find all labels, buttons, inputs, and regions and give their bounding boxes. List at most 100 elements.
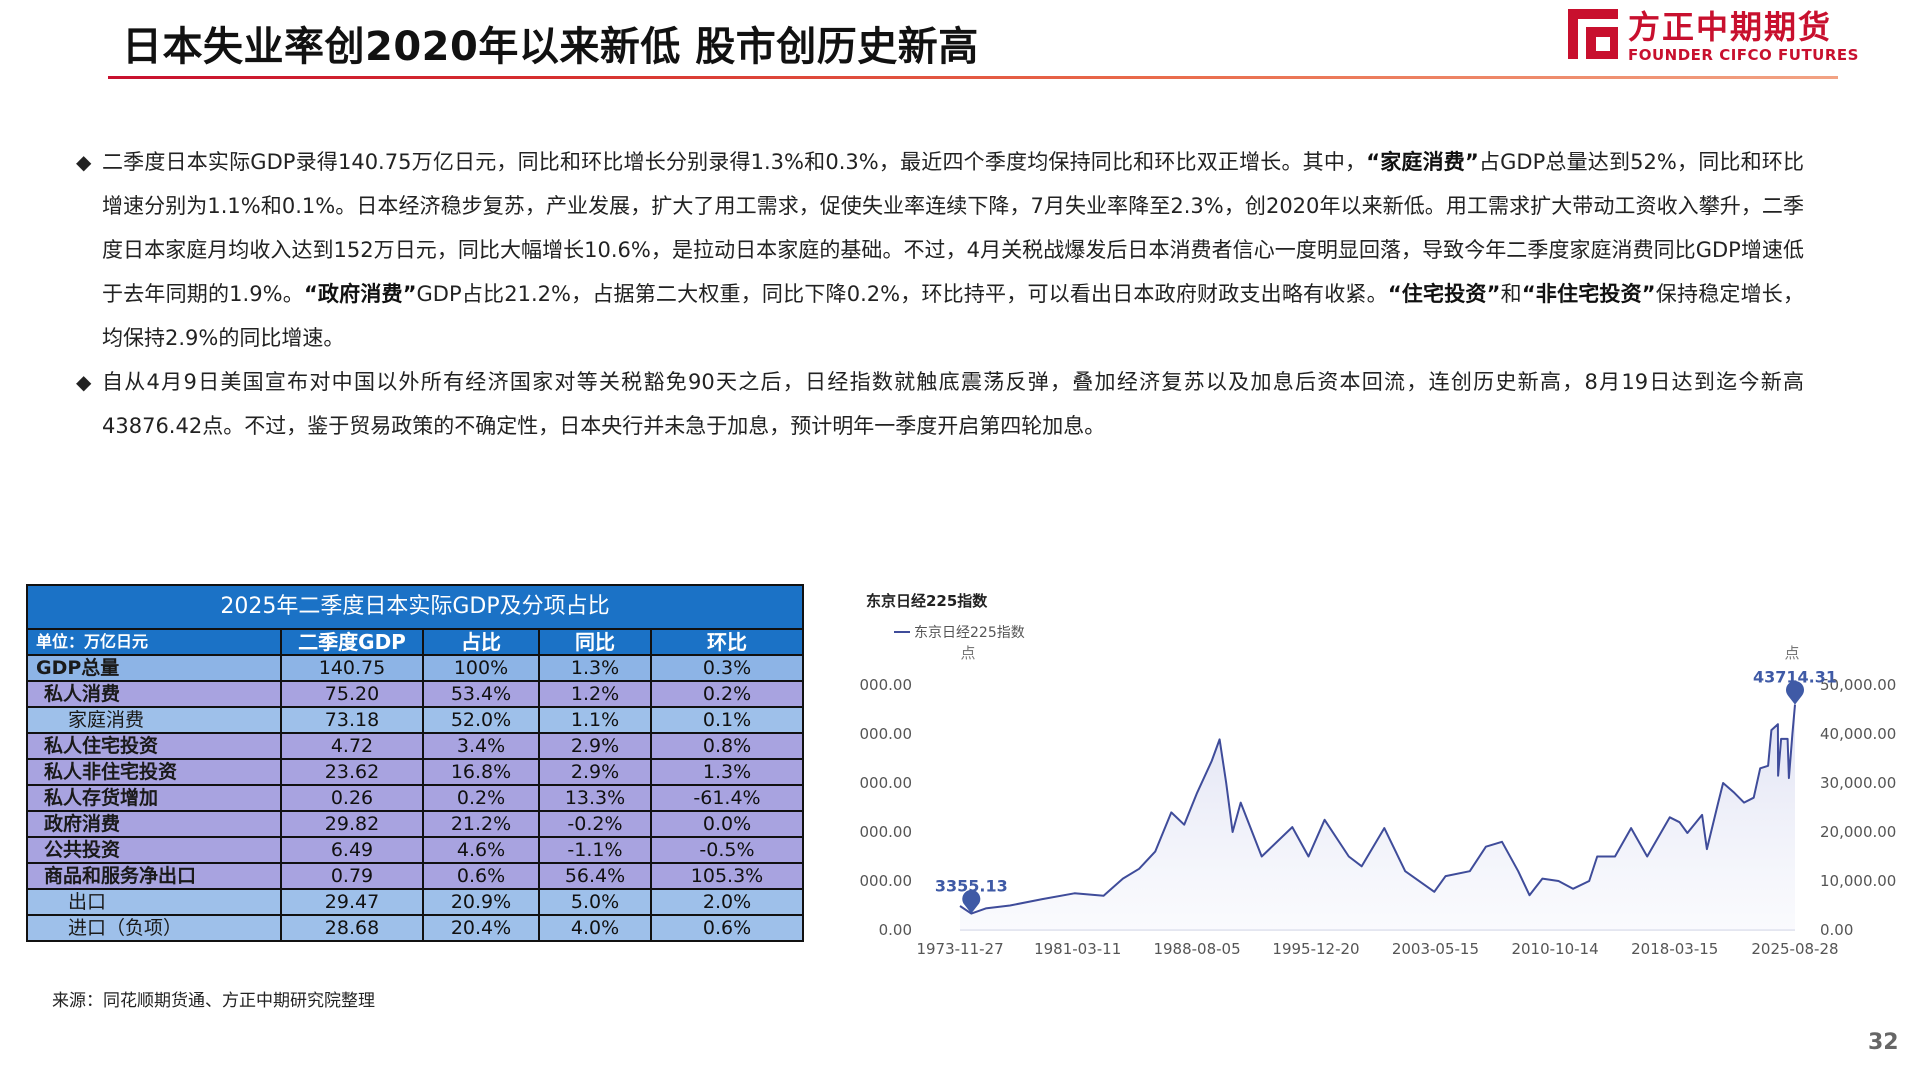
table-cell: 1.1% <box>538 706 652 734</box>
table-cell: 2.0% <box>650 888 804 916</box>
title-divider <box>108 76 1838 79</box>
table-cell: 53.4% <box>422 680 540 708</box>
x-tick-label: 2025-08-28 <box>1751 940 1838 958</box>
column-header: 环比 <box>650 628 804 656</box>
nikkei-chart: 东京日经225指数 0.00 0.00 10,000.00 10,000.00 20,00… <box>860 625 1896 958</box>
marker-label: 43714.31 <box>1753 668 1837 687</box>
table-cell: 4.6% <box>422 836 540 864</box>
bullet-text: 和 <box>1500 282 1522 306</box>
diamond-bullet-icon: ◆ <box>76 150 92 174</box>
table-cell: 0.79 <box>280 862 424 890</box>
row-label: 进口（负项） <box>26 914 282 942</box>
table-row: 家庭消费 73.18 52.0% 1.1% 0.1% <box>26 706 804 734</box>
marker-label: 3355.13 <box>935 877 1008 896</box>
bullet-nikkei: ◆ 自从4月9日美国宣布对中国以外所有经济国家对等关税豁免90天之后，日经指数就触… <box>74 360 1804 448</box>
row-label: GDP总量 <box>26 654 282 682</box>
diamond-bullet-icon: ◆ <box>76 370 92 394</box>
bullet-text: 保持稳定增长，均保持2.9%的同比增速。 <box>102 282 1804 350</box>
table-row: 进口（负项） 28.68 20.4% 4.0% 0.6% <box>26 914 804 942</box>
table-cell: 0.2% <box>650 680 804 708</box>
bullet-keyword: “非住宅投资” <box>1521 282 1656 306</box>
bullet-text: 占GDP总量达到52%，同比和环比增速分别为1.1%和0.1%。日本经济稳步复苏… <box>102 150 1804 306</box>
table-cell: -0.2% <box>538 810 652 838</box>
y-tick-label-left: 50,000.00 <box>860 676 912 694</box>
y-tick-label-left: 0.00 <box>879 921 912 939</box>
logo-mark-icon <box>1568 9 1618 59</box>
column-header: 二季度GDP <box>280 628 424 656</box>
table-cell: 0.1% <box>650 706 804 734</box>
table-cell: 21.2% <box>422 810 540 838</box>
table-cell: 1.2% <box>538 680 652 708</box>
column-header: 同比 <box>538 628 652 656</box>
table-cell: 100% <box>422 654 540 682</box>
x-tick-label: 2010-10-14 <box>1511 940 1598 958</box>
x-tick-label: 1995-12-20 <box>1272 940 1359 958</box>
bullet-gdp: ◆ 二季度日本实际GDP录得140.75万亿日元，同比和环比增长分别录得1.3%和… <box>74 140 1804 360</box>
table-row: 私人存货增加 0.26 0.2% 13.3% -61.4% <box>26 784 804 812</box>
y-tick-label-right: 40,000.00 <box>1820 725 1896 743</box>
table-cell: 52.0% <box>422 706 540 734</box>
table-cell: 13.3% <box>538 784 652 812</box>
row-label: 私人消费 <box>26 680 282 708</box>
table-cell: 73.18 <box>280 706 424 734</box>
logo-english-name: FOUNDER CIFCO FUTURES <box>1628 46 1859 64</box>
table-row: 私人住宅投资 4.72 3.4% 2.9% 0.8% <box>26 732 804 760</box>
table-title: 2025年二季度日本实际GDP及分项占比 <box>26 584 804 630</box>
table-row: 商品和服务净出口 0.79 0.6% 56.4% 105.3% <box>26 862 804 890</box>
table-cell: 0.6% <box>650 914 804 942</box>
y-tick-label-right: 30,000.00 <box>1820 774 1896 792</box>
company-logo: 方正中期期货 FOUNDER CIFCO FUTURES <box>1566 2 1858 70</box>
table-cell: -0.5% <box>650 836 804 864</box>
row-label: 私人住宅投资 <box>26 732 282 760</box>
table-cell: 0.8% <box>650 732 804 760</box>
table-cell: 1.3% <box>538 654 652 682</box>
table-row: 私人非住宅投资 23.62 16.8% 2.9% 1.3% <box>26 758 804 786</box>
row-label: 商品和服务净出口 <box>26 862 282 890</box>
table-cell: 75.20 <box>280 680 424 708</box>
bullet-text: GDP占比21.2%，占据第二大权重，同比下降0.2%，环比持平，可以看出日本政… <box>416 282 1388 306</box>
y-tick-label-left: 20,000.00 <box>860 823 912 841</box>
table-row: GDP总量 140.75 100% 1.3% 0.3% <box>26 654 804 682</box>
table-row: 私人消费 75.20 53.4% 1.2% 0.2% <box>26 680 804 708</box>
marker-pin-icon <box>1786 680 1804 705</box>
table-row: 政府消费 29.82 21.2% -0.2% 0.0% <box>26 810 804 838</box>
pin-label-right: 点 <box>1784 644 1799 662</box>
table-cell: 29.82 <box>280 810 424 838</box>
table-cell: 3.4% <box>422 732 540 760</box>
table-row: 出口 29.47 20.9% 5.0% 2.0% <box>26 888 804 916</box>
x-tick-label: 1988-08-05 <box>1153 940 1240 958</box>
row-label: 私人非住宅投资 <box>26 758 282 786</box>
table-cell: 140.75 <box>280 654 424 682</box>
y-tick-label-left: 10,000.00 <box>860 872 912 890</box>
bullet-keyword: “住宅投资” <box>1387 282 1501 306</box>
y-tick-label-right: 50,000.00 <box>1820 676 1896 694</box>
row-label: 政府消费 <box>26 810 282 838</box>
table-cell: 0.6% <box>422 862 540 890</box>
gdp-table: 2025年二季度日本实际GDP及分项占比 单位：万亿日元 二季度GDP 占比 同… <box>26 584 804 942</box>
table-cell: 1.3% <box>650 758 804 786</box>
series-area-fill <box>960 704 1795 930</box>
logo-chinese-name: 方正中期期货 <box>1628 8 1833 46</box>
page-title: 日本失业率创2020年以来新低 股市创历史新高 <box>122 24 979 70</box>
column-header: 占比 <box>422 628 540 656</box>
table-cell: 4.0% <box>538 914 652 942</box>
bullet-keyword: “家庭消费” <box>1366 150 1479 174</box>
table-cell: 28.68 <box>280 914 424 942</box>
table-cell: 16.8% <box>422 758 540 786</box>
y-tick-label-right: 10,000.00 <box>1820 872 1896 890</box>
y-tick-label-left: 30,000.00 <box>860 774 912 792</box>
table-cell: 0.3% <box>650 654 804 682</box>
marker-pin-icon <box>962 889 981 914</box>
table-cell: 0.0% <box>650 810 804 838</box>
table-cell: -61.4% <box>650 784 804 812</box>
page-number: 32 <box>1868 1030 1899 1055</box>
table-cell: 105.3% <box>650 862 804 890</box>
gdp-table-container: 2025年二季度日本实际GDP及分项占比 单位：万亿日元 二季度GDP 占比 同… <box>26 584 804 942</box>
table-cell: -1.1% <box>538 836 652 864</box>
bullet-list: ◆ 二季度日本实际GDP录得140.75万亿日元，同比和环比增长分别录得1.3%和… <box>74 140 1804 448</box>
table-row: 公共投资 6.49 4.6% -1.1% -0.5% <box>26 836 804 864</box>
row-label: 家庭消费 <box>26 706 282 734</box>
legend-label: 东京日经225指数 <box>914 625 1025 641</box>
y-tick-label-right: 0.00 <box>1820 921 1853 939</box>
table-cell: 20.4% <box>422 914 540 942</box>
